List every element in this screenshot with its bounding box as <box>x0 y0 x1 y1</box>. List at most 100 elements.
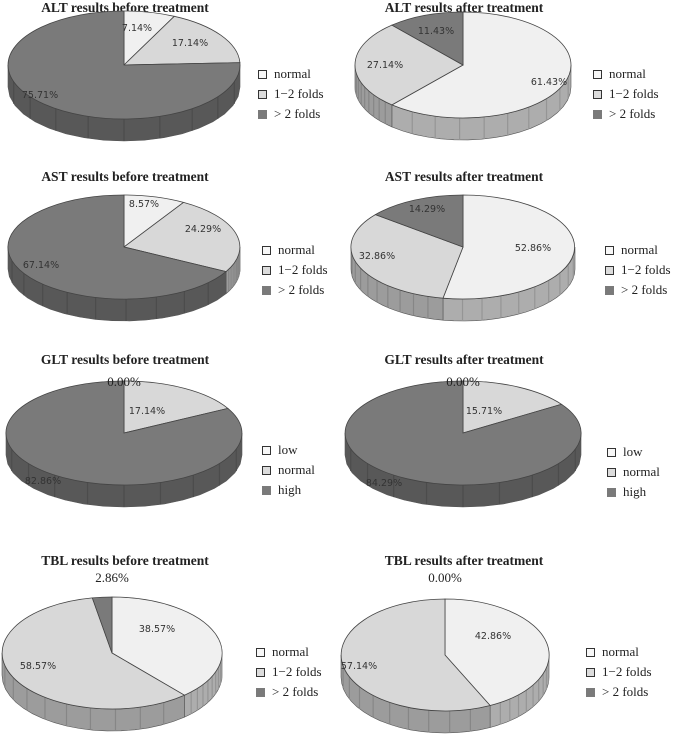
slice-data-label: 42.86% <box>475 631 511 642</box>
legend-swatch <box>258 89 267 99</box>
slice-data-label: 67.14% <box>23 260 59 271</box>
legend-swatch <box>593 89 602 99</box>
pie-slice <box>390 11 464 66</box>
legend-label: 1−2 folds <box>621 262 671 277</box>
legend-item: 1−2 folds <box>256 662 322 682</box>
slice-data-label: 75.71% <box>22 90 58 101</box>
legend-swatch <box>262 485 271 495</box>
legend-swatch <box>605 245 614 255</box>
legend-swatch <box>262 445 271 455</box>
legend-swatch <box>586 667 595 677</box>
slice-data-label: 7.14% <box>122 23 152 34</box>
chart-title: GLT results before treatment <box>40 352 210 367</box>
slice-data-label: 24.29% <box>185 224 221 235</box>
pie-slice <box>340 598 491 712</box>
legend-label: 1−2 folds <box>274 86 324 101</box>
pie-slice <box>7 194 227 300</box>
slice-data-label: 15.71% <box>466 406 502 417</box>
pie-slice <box>344 380 582 486</box>
chart-title: AST results before treatment <box>41 169 209 184</box>
legend-label: 1−2 folds <box>278 262 328 277</box>
legend-swatch <box>262 265 271 275</box>
slice-data-label: 57.14% <box>341 661 377 672</box>
slice-data-label: 52.86% <box>515 243 551 254</box>
slice-data-label: 17.14% <box>129 406 165 417</box>
pie-slice <box>91 596 113 654</box>
legend-label: normal <box>272 644 309 659</box>
pie-slice <box>123 380 229 434</box>
legend-swatch <box>256 687 265 697</box>
pie-panel-alt-before: ALT results before treatment 7.14% 17.14%… <box>0 0 339 184</box>
legend: normal 1−2 folds > 2 folds <box>258 64 324 124</box>
legend-swatch <box>262 285 271 295</box>
legend-swatch <box>607 487 616 497</box>
legend-label: low <box>623 444 643 459</box>
legend-swatch <box>262 465 271 475</box>
pie-chart-alt-before: 7.14% 17.14% 75.71% <box>7 10 241 142</box>
pie-chart-glt-after: 0.00% 15.71% 84.29% <box>344 374 582 508</box>
legend-label: normal <box>278 462 315 477</box>
legend-item: normal <box>607 462 660 482</box>
pie-chart-tbl-after: 42.86% 57.14% 0.00% <box>340 570 550 734</box>
legend-item: 1−2 folds <box>593 84 659 104</box>
legend-label: > 2 folds <box>272 684 319 699</box>
legend-label: 1−2 folds <box>602 664 652 679</box>
legend-item: > 2 folds <box>258 104 324 124</box>
pie-chart-ast-after: 52.86% 32.86% 14.29% <box>350 194 576 322</box>
legend-item: 1−2 folds <box>586 662 652 682</box>
legend-item: > 2 folds <box>605 280 671 300</box>
legend-swatch <box>262 245 271 255</box>
legend: normal 1−2 folds > 2 folds <box>605 240 671 300</box>
legend-item: normal <box>256 642 322 662</box>
slice-data-label: 58.57% <box>20 661 56 672</box>
legend-item: normal <box>593 64 659 84</box>
chart-title: ALT results before treatment <box>41 0 209 15</box>
legend-swatch <box>607 447 616 457</box>
pie-slice <box>5 380 243 486</box>
legend: normal 1−2 folds > 2 folds <box>593 64 659 124</box>
pie-slice <box>354 24 464 106</box>
legend-item: 1−2 folds <box>258 84 324 104</box>
slice-data-label: 0.00% <box>107 374 141 389</box>
slice-data-label: 61.43% <box>531 77 567 88</box>
pie-chart-alt-after: 61.43% 27.14% 11.43% <box>354 11 572 141</box>
slice-data-label: 11.43% <box>418 26 454 37</box>
legend: low normal high <box>607 442 660 502</box>
chart-title: ALT results after treatment <box>384 0 544 15</box>
pie-panel-glt-after: GLT results after treatment 0.00% 15.71% 8… <box>339 352 678 536</box>
legend-item: high <box>607 482 660 502</box>
legend-label: > 2 folds <box>621 282 668 297</box>
pie-slice <box>7 10 241 120</box>
legend: normal 1−2 folds > 2 folds <box>256 642 322 702</box>
slice-data-label: 0.00% <box>446 374 480 389</box>
chart-title: AST results after treatment <box>384 169 544 184</box>
legend-swatch <box>258 69 267 79</box>
pie-slice <box>442 194 575 300</box>
slice-data-label: 82.86% <box>25 476 61 487</box>
legend-item: normal <box>262 460 315 480</box>
pie-slice <box>122 15 241 66</box>
legend-item: normal <box>605 240 671 260</box>
legend-swatch <box>605 265 614 275</box>
pie-panel-glt-before: GLT results before treatment 0.00% 17.14%… <box>0 352 339 536</box>
slice-data-label: 14.29% <box>409 204 445 215</box>
pie-panel-alt-after: ALT results after treatment 61.43% 27.14%… <box>339 0 678 184</box>
legend-label: high <box>278 482 302 497</box>
legend-item: > 2 folds <box>593 104 659 124</box>
pie-slice <box>123 201 241 273</box>
legend-label: normal <box>621 242 658 257</box>
legend-label: 1−2 folds <box>272 664 322 679</box>
legend-swatch <box>586 647 595 657</box>
pie-chart-tbl-before: 38.57% 58.57% 2.86% <box>1 570 223 732</box>
legend-swatch <box>256 667 265 677</box>
legend: low normal high <box>262 440 315 500</box>
slice-data-label: 0.00% <box>428 570 462 585</box>
legend-label: normal <box>609 66 646 81</box>
pie-slice <box>374 194 464 248</box>
slice-data-label: 84.29% <box>366 478 402 489</box>
slice-data-label: 32.86% <box>359 251 395 262</box>
legend-item: > 2 folds <box>262 280 328 300</box>
legend-label: normal <box>278 242 315 257</box>
legend-item: normal <box>258 64 324 84</box>
pie-panel-tbl-before: TBL results before treatment 38.57% 58.57… <box>0 553 339 737</box>
